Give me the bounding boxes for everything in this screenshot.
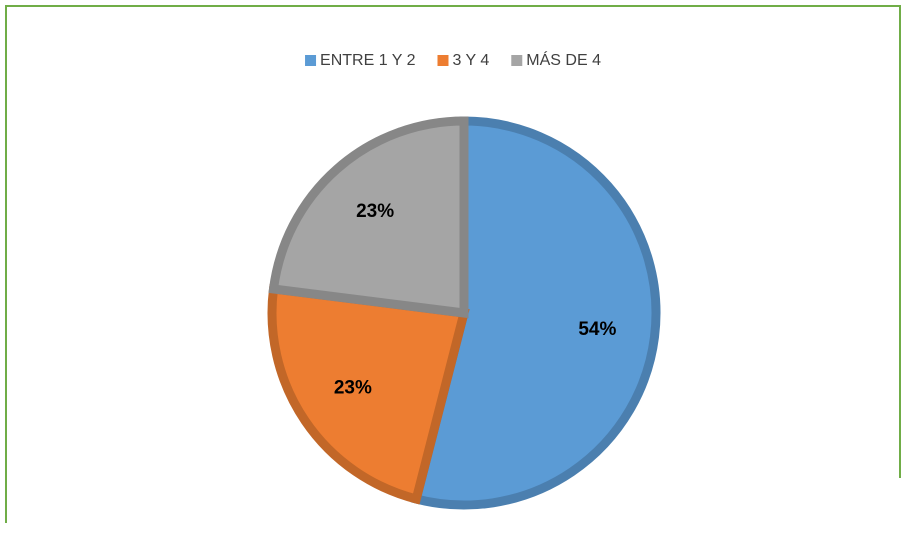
pie-slice xyxy=(268,116,469,319)
legend-swatch xyxy=(511,55,523,66)
legend-swatch xyxy=(305,55,317,66)
legend-label: MÁS DE 4 xyxy=(526,50,601,69)
pie-slice xyxy=(410,116,661,510)
legend: ENTRE 1 Y 2 3 Y 4 MÁS DE 4 xyxy=(305,50,601,69)
legend-label: ENTRE 1 Y 2 xyxy=(320,52,416,69)
legend-swatch xyxy=(437,55,449,66)
data-label: 23% xyxy=(334,378,372,399)
pie-slice xyxy=(267,283,470,505)
frame xyxy=(5,5,901,523)
legend-label: 3 Y 4 xyxy=(452,52,489,69)
data-label: 54% xyxy=(578,319,616,340)
data-label: 23% xyxy=(356,201,394,222)
